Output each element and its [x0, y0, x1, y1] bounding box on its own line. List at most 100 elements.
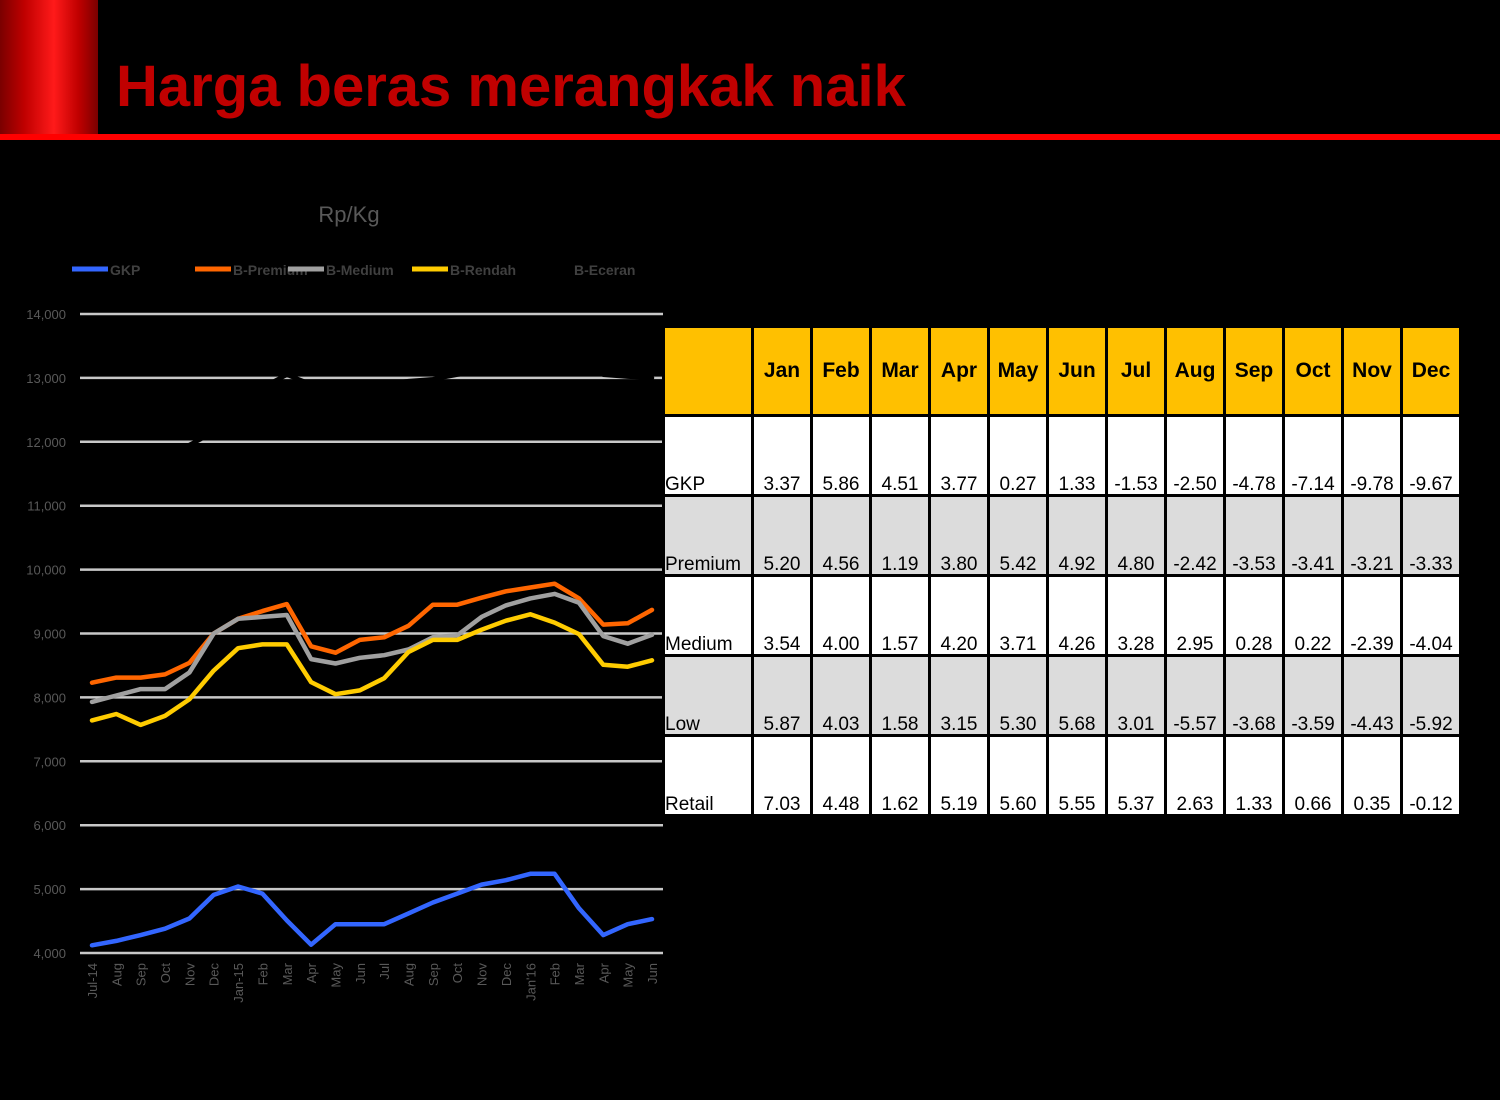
table-cell: 0.28	[1223, 574, 1285, 657]
table-cell: 3.80	[928, 494, 990, 577]
table-cell: -0.12	[1400, 734, 1462, 817]
table-cell: 0.66	[1282, 734, 1344, 817]
table-cell: 3.54	[751, 574, 813, 657]
y-tick-label: 13,000	[26, 371, 66, 386]
table-cell: 5.68	[1046, 654, 1108, 737]
x-tick-label: Nov	[475, 963, 490, 987]
y-tick-label: 12,000	[26, 435, 66, 450]
x-tick-label: Jul-14	[85, 963, 100, 998]
title-underline	[0, 134, 1500, 140]
x-tick-label: Sep	[426, 963, 441, 986]
table-cell: -4.04	[1400, 574, 1462, 657]
table-cell: 1.33	[1046, 414, 1108, 497]
table-cell: 4.48	[810, 734, 872, 817]
table-cell: -9.78	[1341, 414, 1403, 497]
table-row-retail: Retail 7.03 4.48 1.62 5.19 5.60 5.55 5.37 2.63 1.…	[662, 734, 1462, 817]
table-cell: 5.19	[928, 734, 990, 817]
table-cell: -3.21	[1341, 494, 1403, 577]
x-tick-label: Nov	[182, 963, 197, 987]
rice-price-line-chart: Rp/Kg GKP B-Premium B-Medium B-Rendah B-Ecera…	[26, 202, 663, 1003]
y-tick-label: 11,000	[27, 499, 66, 514]
table-cell: 5.37	[1105, 734, 1167, 817]
table-cell: -2.39	[1341, 574, 1403, 657]
x-tick-label: Feb	[255, 963, 270, 985]
table-cell: 5.30	[987, 654, 1049, 737]
table-cell: -4.43	[1341, 654, 1403, 737]
table-header-row: Jan Feb Mar Apr May Jun Jul Aug Sep Oct Nov Dec	[662, 325, 1462, 417]
x-tick-label: Jan'16	[523, 963, 538, 1001]
x-tick-label: Sep	[134, 963, 149, 986]
table-cell: 0.27	[987, 414, 1049, 497]
table-cell: -3.41	[1282, 494, 1344, 577]
series-line-b-rendah	[89, 612, 655, 728]
column-header-mar: Mar	[869, 325, 931, 417]
table-cell: 0.35	[1341, 734, 1403, 817]
legend-label-b-medium: B-Medium	[326, 262, 394, 278]
y-tick-label: 8,000	[33, 690, 66, 705]
table-cell: -1.53	[1105, 414, 1167, 497]
column-header-sep: Sep	[1223, 325, 1285, 417]
series-line-b-eceran	[89, 359, 655, 496]
column-header-aug: Aug	[1164, 325, 1226, 417]
y-tick-label: 7,000	[33, 754, 66, 769]
table-row-medium: Medium 3.54 4.00 1.57 4.20 3.71 4.26 3.28 2.95 0.…	[662, 574, 1462, 657]
x-tick-label: Feb	[548, 963, 563, 985]
column-header-jun: Jun	[1046, 325, 1108, 417]
table-cell: 1.33	[1223, 734, 1285, 817]
table-cell: 3.77	[928, 414, 990, 497]
table-cell: 1.62	[869, 734, 931, 817]
table-cell: 4.00	[810, 574, 872, 657]
x-tick-label: Aug	[402, 963, 417, 986]
table-cell: 5.55	[1046, 734, 1108, 817]
row-label: Premium	[662, 494, 754, 577]
table-cell: 4.80	[1105, 494, 1167, 577]
table-cell: 5.42	[987, 494, 1049, 577]
row-label: Retail	[662, 734, 754, 817]
table-cell: 3.37	[751, 414, 813, 497]
x-tick-label: Jul	[377, 963, 392, 980]
table-cell: 4.20	[928, 574, 990, 657]
title-accent-bar	[0, 0, 98, 134]
y-tick-label: 5,000	[33, 882, 66, 897]
series-line-b-medium	[89, 591, 655, 705]
series-line-b-premium	[89, 581, 655, 685]
table-cell: 1.57	[869, 574, 931, 657]
table-cell: 0.22	[1282, 574, 1344, 657]
table-cell: -3.33	[1400, 494, 1462, 577]
legend-label-b-eceran: B-Eceran	[574, 262, 635, 278]
chart-title: Rp/Kg	[318, 202, 379, 227]
table-cell: 3.71	[987, 574, 1049, 657]
column-header-jul: Jul	[1105, 325, 1167, 417]
y-tick-label: 6,000	[33, 818, 66, 833]
table-cell: -4.78	[1223, 414, 1285, 497]
table-cell: 3.15	[928, 654, 990, 737]
x-tick-label: Dec	[207, 963, 222, 987]
x-tick-label: Jun	[645, 963, 660, 984]
table-row-low: Low 5.87 4.03 1.58 3.15 5.30 5.68 3.01 -5.57 -3.6…	[662, 654, 1462, 737]
table-cell: -5.92	[1400, 654, 1462, 737]
table-cell: 1.58	[869, 654, 931, 737]
table-row-gkp: GKP 3.37 5.86 4.51 3.77 0.27 1.33 -1.53 -2.50 -4.…	[662, 414, 1462, 497]
table-cell: 2.63	[1164, 734, 1226, 817]
table-cell: 3.01	[1105, 654, 1167, 737]
y-tick-label: 14,000	[26, 307, 66, 322]
table-cell: 5.60	[987, 734, 1049, 817]
legend-label-b-premium: B-Premium	[233, 262, 308, 278]
price-change-table: Jan Feb Mar Apr May Jun Jul Aug Sep Oct Nov Dec GKP…	[662, 325, 1462, 817]
column-header-may: May	[987, 325, 1049, 417]
x-tick-label: Jan-15	[231, 963, 246, 1003]
x-tick-label: Apr	[596, 962, 611, 983]
x-tick-label: Mar	[280, 962, 295, 985]
x-tick-label: Dec	[499, 963, 514, 987]
table-cell: -3.53	[1223, 494, 1285, 577]
legend-label-gkp: GKP	[110, 262, 140, 278]
column-header-apr: Apr	[928, 325, 990, 417]
table-cell: -3.59	[1282, 654, 1344, 737]
table-cell: 4.26	[1046, 574, 1108, 657]
y-tick-label: 10,000	[26, 563, 66, 578]
column-header-dec: Dec	[1400, 325, 1462, 417]
table-cell: 4.92	[1046, 494, 1108, 577]
x-tick-label: Oct	[158, 963, 173, 984]
table-cell: 4.03	[810, 654, 872, 737]
legend-label-b-rendah: B-Rendah	[450, 262, 516, 278]
